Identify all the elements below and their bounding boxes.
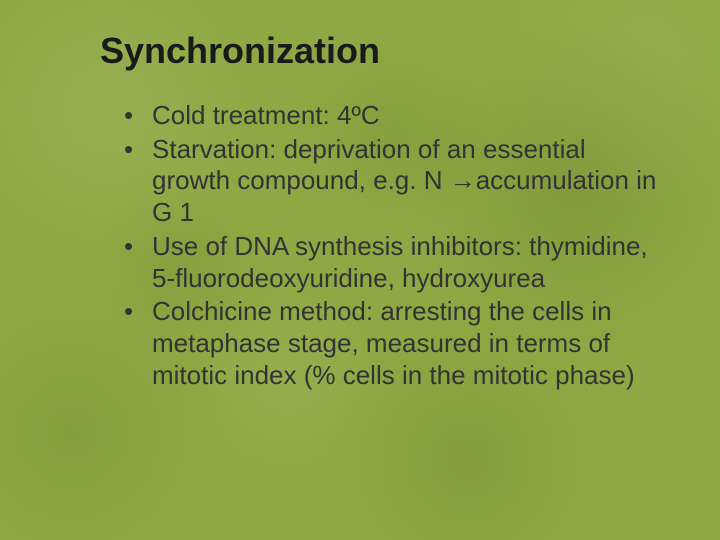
list-item: Starvation: deprivation of an essential …: [124, 134, 660, 229]
slide-title: Synchronization: [100, 30, 660, 72]
slide: Synchronization Cold treatment: 4ºC Star…: [0, 0, 720, 540]
list-item: Cold treatment: 4ºC: [124, 100, 660, 132]
bullet-list: Cold treatment: 4ºC Starvation: deprivat…: [124, 100, 660, 391]
list-item: Use of DNA synthesis inhibitors: thymidi…: [124, 231, 660, 294]
list-item: Colchicine method: arresting the cells i…: [124, 296, 660, 391]
